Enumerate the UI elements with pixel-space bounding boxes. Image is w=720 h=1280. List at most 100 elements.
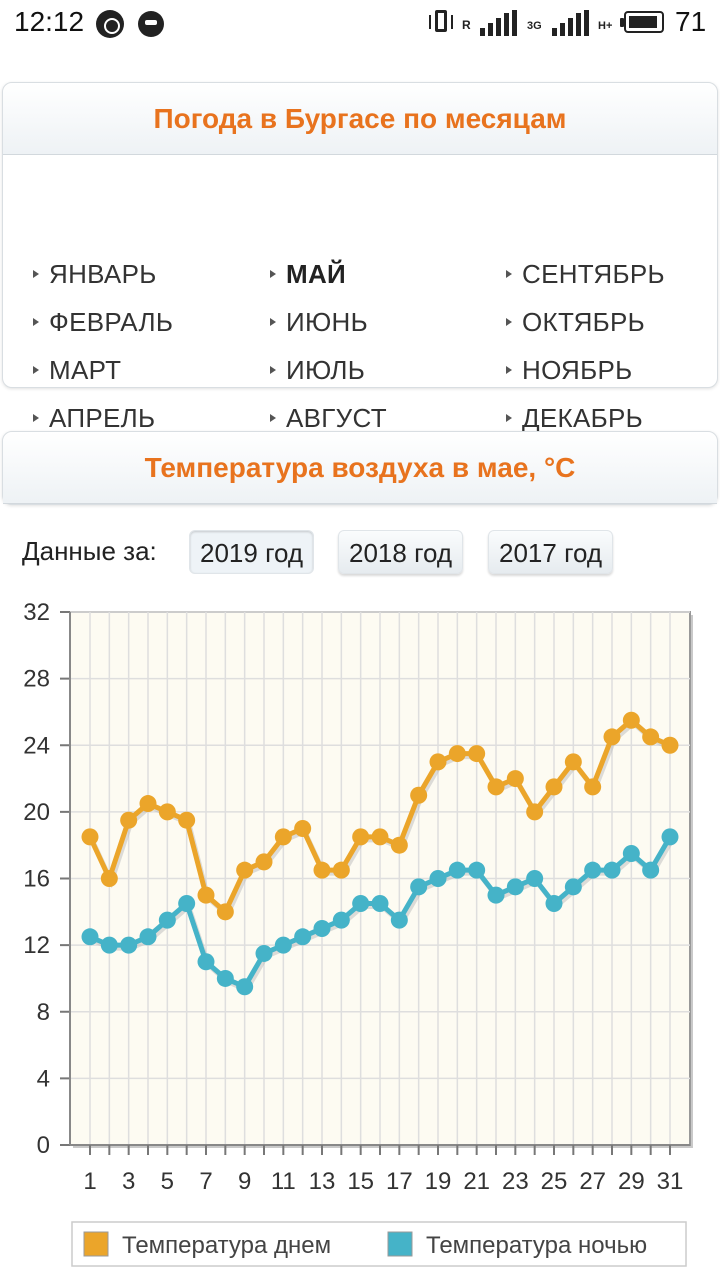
x-tick-label: 11 xyxy=(271,1168,296,1195)
data-point-day xyxy=(178,811,196,829)
data-point-day xyxy=(274,828,292,846)
year-button-2018[interactable]: 2018 год xyxy=(338,530,464,574)
data-point-night xyxy=(545,894,563,912)
months-panel: Погода в Бургасе по месяцам ЯНВАРЬ ФЕВРА… xyxy=(2,82,718,433)
x-tick-label: 17 xyxy=(386,1168,413,1195)
legend-night-label: Температура ночью xyxy=(426,1232,647,1259)
data-point-day xyxy=(642,728,660,746)
data-point-day xyxy=(255,853,273,871)
data-point-night xyxy=(120,936,138,954)
month-link-august[interactable]: АВГУСТ xyxy=(270,403,387,434)
data-point-night xyxy=(139,928,157,946)
data-point-night xyxy=(332,911,350,929)
network-hplus-label: H+ xyxy=(598,20,613,32)
data-point-day xyxy=(352,828,370,846)
data-point-day xyxy=(506,770,524,788)
data-point-day xyxy=(332,861,350,879)
whatsapp-icon xyxy=(96,10,124,38)
data-point-day xyxy=(410,786,428,804)
vibrate-icon xyxy=(428,9,454,35)
month-link-march[interactable]: МАРТ xyxy=(33,355,121,386)
data-point-day xyxy=(622,711,640,729)
month-link-april[interactable]: АПРЕЛЬ xyxy=(33,403,155,434)
y-tick-label: 4 xyxy=(37,1065,50,1092)
legend-night-swatch xyxy=(387,1231,413,1257)
x-tick-label: 5 xyxy=(161,1168,174,1195)
year-button-2019[interactable]: 2019 год xyxy=(189,530,315,574)
network-3g-label: 3G xyxy=(527,20,542,32)
data-point-day xyxy=(197,886,215,904)
data-point-night xyxy=(487,886,505,904)
x-tick-label: 15 xyxy=(347,1168,374,1195)
y-tick-label: 28 xyxy=(23,666,50,693)
x-tick-label: 31 xyxy=(657,1168,684,1195)
month-link-september[interactable]: СЕНТЯБРЬ xyxy=(506,259,665,290)
month-link-july[interactable]: ИЮЛЬ xyxy=(270,355,365,386)
month-link-june[interactable]: ИЮНЬ xyxy=(270,307,368,338)
data-point-day xyxy=(545,778,563,796)
y-tick-label: 16 xyxy=(23,866,50,893)
data-point-day xyxy=(139,795,157,813)
data-point-day xyxy=(371,828,389,846)
data-point-night xyxy=(371,894,389,912)
data-point-night xyxy=(274,936,292,954)
data-point-night xyxy=(584,861,602,879)
data-point-night xyxy=(468,861,486,879)
data-point-day xyxy=(158,803,176,821)
year-button-2017[interactable]: 2017 год xyxy=(488,530,614,574)
data-point-day xyxy=(603,728,621,746)
data-point-night xyxy=(313,919,331,937)
y-tick-label: 12 xyxy=(23,932,50,959)
data-point-night xyxy=(158,911,176,929)
data-point-night xyxy=(81,928,99,946)
x-tick-label: 29 xyxy=(618,1168,645,1195)
data-point-day xyxy=(120,811,138,829)
month-link-december[interactable]: ДЕКАБРЬ xyxy=(506,403,643,434)
data-point-night xyxy=(448,861,466,879)
data-point-night xyxy=(564,878,582,896)
data-point-day xyxy=(448,745,466,763)
data-point-night xyxy=(603,861,621,879)
data-point-day xyxy=(390,836,408,854)
month-link-october[interactable]: ОКТЯБРЬ xyxy=(506,307,645,338)
signal-icon xyxy=(480,10,518,36)
data-point-day xyxy=(216,903,234,921)
roaming-indicator: R xyxy=(462,18,471,32)
y-tick-label: 20 xyxy=(23,799,50,826)
x-tick-label: 9 xyxy=(238,1168,251,1195)
legend-box xyxy=(71,1221,687,1267)
data-point-day xyxy=(468,745,486,763)
data-point-night xyxy=(216,969,234,987)
signal-icon xyxy=(552,10,590,36)
month-link-may[interactable]: МАЙ xyxy=(270,259,346,290)
status-bar: 12:12 R 3G H+ 71 xyxy=(0,0,720,44)
data-point-night xyxy=(410,878,428,896)
x-tick-label: 13 xyxy=(309,1168,336,1195)
y-tick-label: 24 xyxy=(23,732,50,759)
data-point-night xyxy=(197,953,215,971)
month-link-november[interactable]: НОЯБРЬ xyxy=(506,355,632,386)
data-point-night xyxy=(661,828,679,846)
legend-day-swatch xyxy=(83,1231,109,1257)
month-link-february[interactable]: ФЕВРАЛЬ xyxy=(33,307,173,338)
data-point-night xyxy=(390,911,408,929)
temperature-panel-title: Температура воздуха в мае, °C xyxy=(3,432,717,504)
legend-day-label: Температура днем xyxy=(122,1232,331,1259)
data-point-night xyxy=(622,845,640,863)
y-tick-label: 8 xyxy=(37,999,50,1026)
data-for-label: Данные за: xyxy=(22,536,157,566)
data-point-day xyxy=(584,778,602,796)
data-point-night xyxy=(642,861,660,879)
data-point-night xyxy=(506,878,524,896)
data-point-night xyxy=(255,944,273,962)
x-tick-label: 21 xyxy=(463,1168,490,1195)
x-tick-label: 25 xyxy=(541,1168,568,1195)
status-time: 12:12 xyxy=(14,6,85,37)
month-link-january[interactable]: ЯНВАРЬ xyxy=(33,259,157,290)
x-tick-label: 23 xyxy=(502,1168,529,1195)
message-icon xyxy=(138,11,164,37)
data-point-day xyxy=(487,778,505,796)
data-point-day xyxy=(81,828,99,846)
data-point-night xyxy=(236,978,254,996)
